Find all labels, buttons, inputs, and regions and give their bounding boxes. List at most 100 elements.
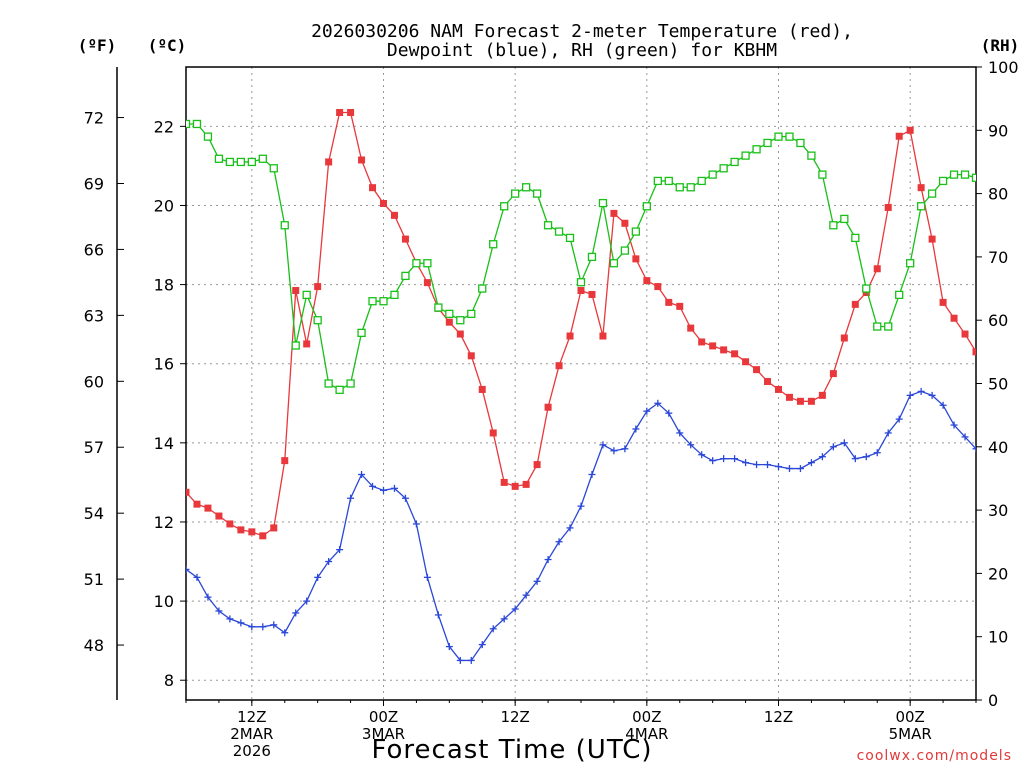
- dewpoint-point: [456, 656, 464, 664]
- rh-point: [949, 170, 959, 179]
- rh-tick-label: 60: [988, 311, 1008, 330]
- temperature-point: [248, 528, 256, 536]
- x-axis-title: Forecast Time (UTC): [371, 735, 652, 765]
- series-line-dewpoint: [186, 390, 976, 662]
- temperature-point: [314, 283, 322, 291]
- temperature-point: [851, 300, 859, 308]
- temperature-point: [511, 482, 519, 490]
- temperature-point: [544, 403, 552, 411]
- temperature-point: [423, 279, 431, 287]
- rh-point: [906, 259, 915, 268]
- temperature-point: [983, 362, 990, 369]
- rh-point: [236, 157, 246, 167]
- temperature-point: [533, 461, 541, 469]
- dewpoint-point: [347, 494, 355, 502]
- dewpoint-point: [731, 455, 739, 463]
- dewpoint-point: [720, 455, 728, 463]
- temperature-point: [807, 397, 815, 405]
- temperature-point: [950, 314, 958, 322]
- dewpoint-point: [917, 387, 925, 395]
- dewpoint-point: [588, 470, 596, 478]
- fahrenheit-tick-label: 63: [84, 306, 104, 325]
- celsius-tick-label: 18: [154, 276, 174, 295]
- fahrenheit-tick-label: 66: [84, 240, 104, 259]
- celsius-tick-label: 10: [154, 592, 174, 611]
- rh-point: [960, 170, 970, 179]
- rh-tick-label: 0: [988, 691, 998, 710]
- dewpoint-point: [665, 409, 673, 417]
- dewpoint-point: [698, 451, 706, 459]
- celsius-tick-label: 8: [164, 671, 174, 690]
- dewpoint-point: [829, 443, 837, 451]
- series-temperature: [186, 108, 1023, 540]
- rh-tick-label: 100: [988, 58, 1019, 77]
- rh-point: [445, 309, 454, 319]
- dewpoint-point: [186, 565, 190, 573]
- rh-point: [554, 227, 564, 236]
- rh-point: [884, 322, 893, 331]
- dewpoint-point: [983, 457, 990, 464]
- temperature-point: [753, 366, 761, 374]
- temperature-point: [917, 184, 925, 192]
- rh-unit-label: (RH): [981, 36, 1020, 55]
- dewpoint-point: [489, 625, 497, 633]
- dewpoint-point: [369, 482, 377, 490]
- temperature-point: [522, 480, 530, 488]
- dewpoint-point: [895, 415, 903, 423]
- chart-title-line1: 2026030206 NAM Forecast 2-meter Temperat…: [311, 21, 853, 42]
- temperature-point: [445, 318, 453, 326]
- dewpoint-point: [840, 439, 848, 447]
- rh-point: [916, 202, 926, 211]
- temperature-point: [621, 219, 629, 227]
- temperature-point: [840, 334, 848, 342]
- rh-tick-label: 80: [988, 185, 1008, 204]
- temperature-point: [1016, 400, 1023, 407]
- dewpoint-point: [950, 421, 958, 429]
- rh-point: [302, 290, 311, 300]
- celsius-tick-label: 22: [154, 117, 174, 136]
- series-rh: [186, 119, 976, 394]
- rh-tick-label: 20: [988, 564, 1008, 583]
- rh-point: [543, 221, 553, 230]
- temperature-point: [369, 184, 377, 192]
- dewpoint-point: [654, 399, 662, 407]
- dewpoint-point: [1005, 481, 1012, 488]
- temperature-point: [796, 397, 804, 405]
- temperature-point: [906, 126, 914, 134]
- temperature-point: [325, 158, 333, 166]
- x-tick-label: 12Z: [764, 708, 793, 726]
- rh-point: [774, 132, 783, 141]
- rh-point: [851, 233, 860, 243]
- temperature-point: [873, 265, 881, 273]
- dewpoint-point: [412, 520, 420, 528]
- chart-title-line2: Dewpoint (blue), RH (green) for KBHM: [387, 40, 777, 61]
- dewpoint-point: [807, 459, 815, 467]
- rh-point: [390, 290, 399, 300]
- temperature-point: [972, 348, 976, 356]
- temperature-point: [401, 235, 409, 243]
- dewpoint-point: [851, 455, 859, 463]
- temperature-point: [215, 512, 223, 520]
- rh-point: [862, 284, 871, 293]
- rh-point: [247, 157, 256, 167]
- celsius-tick-label: 12: [154, 513, 174, 532]
- rh-point: [642, 202, 651, 211]
- temperature-point: [742, 358, 750, 366]
- grid-lines: [186, 67, 976, 700]
- dewpoint-point: [873, 449, 881, 457]
- temperature-point: [632, 255, 640, 263]
- dewpoint-point: [380, 486, 387, 494]
- dewpoint-point: [336, 546, 344, 554]
- rh-point: [807, 151, 816, 160]
- fahrenheit-tick-label: 69: [84, 174, 104, 193]
- dewpoint-point: [445, 643, 453, 651]
- rh-point: [280, 221, 289, 230]
- rh-point: [203, 132, 213, 141]
- temperature-point: [467, 352, 475, 360]
- temperature-point: [676, 302, 684, 310]
- fahrenheit-tick-label: 57: [84, 438, 104, 457]
- rh-point: [664, 176, 673, 186]
- x-tick-label: 00Z: [895, 708, 924, 726]
